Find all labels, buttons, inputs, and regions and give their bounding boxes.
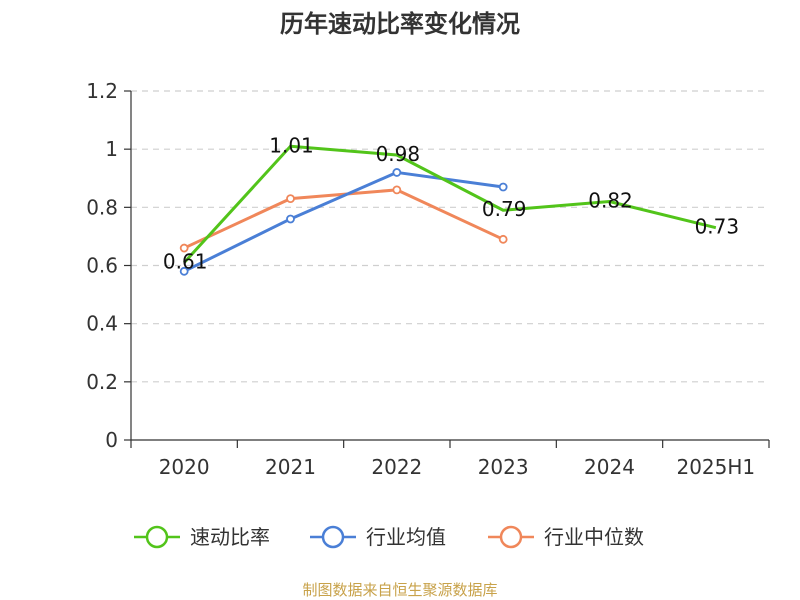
data-point [498, 234, 508, 244]
data-label: 1.01 [269, 133, 314, 157]
legend: 速动比率 行业均值 行业中位数 [134, 525, 644, 549]
y-tick-label: 0.4 [86, 312, 118, 336]
data-point [179, 266, 189, 276]
legend-label: 行业中位数 [544, 525, 644, 549]
legend-marker-icon [321, 525, 345, 549]
legend-marker-icon [499, 525, 523, 549]
data-labels: 0.61 1.01 0.98 0.79 0.82 0.73 [163, 133, 739, 273]
data-point [498, 182, 508, 192]
legend-label: 速动比率 [190, 525, 270, 549]
x-tick-label: 2020 [159, 455, 210, 479]
series-line-0 [183, 144, 717, 264]
data-label: 0.82 [588, 189, 633, 213]
y-tick-label: 0.8 [86, 195, 118, 219]
legend-marker-icon [145, 525, 169, 549]
data-label: 0.79 [482, 197, 527, 221]
source-note: 制图数据来自恒生聚源数据库 [302, 581, 497, 599]
x-tick-label: 2025H1 [676, 455, 755, 479]
data-point [392, 168, 402, 177]
series-line-1 [183, 170, 504, 273]
x-tick-label: 2023 [478, 455, 529, 479]
data-point [286, 194, 295, 204]
data-label: 0.98 [376, 142, 421, 166]
y-tick-label: 1 [105, 137, 118, 161]
y-tick-label: 0.6 [86, 254, 118, 278]
data-point [286, 214, 295, 224]
x-tick-label: 2021 [265, 455, 316, 479]
x-tick-label: 2022 [371, 455, 422, 479]
series-line-2 [183, 188, 504, 250]
y-tick-label: 0 [105, 428, 118, 452]
x-tick-label: 2024 [584, 455, 635, 479]
series-group [179, 144, 717, 276]
data-label: 0.73 [695, 215, 740, 239]
legend-label: 行业均值 [366, 525, 446, 549]
data-label: 0.61 [163, 250, 208, 274]
chart-title: 历年速动比率变化情况 [280, 10, 520, 38]
data-point [179, 243, 189, 253]
axes: 0 0.2 0.4 0.6 0.8 1 1.2 2020 2021 2022 2023 2024 202… [86, 79, 770, 479]
data-point [392, 185, 402, 195]
y-tick-label: 1.2 [86, 79, 118, 103]
y-tick-label: 0.2 [86, 370, 118, 394]
grid [131, 90, 769, 383]
